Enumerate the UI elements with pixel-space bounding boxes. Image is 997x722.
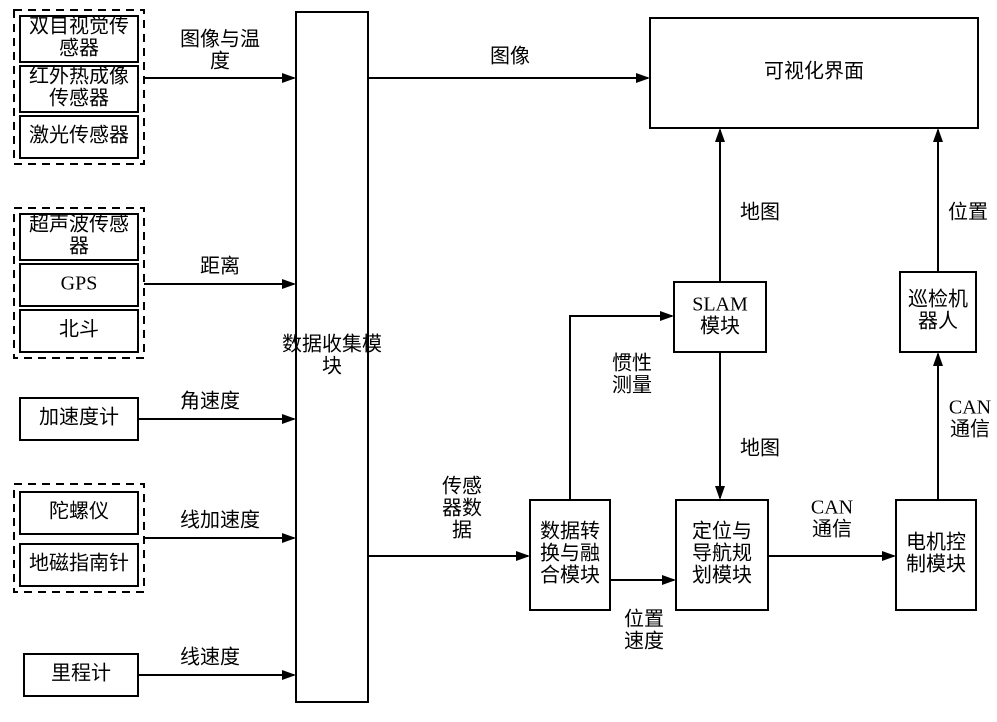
node-vis: 可视化界面: [650, 18, 978, 128]
edge-9: 地图: [720, 130, 780, 282]
svg-text:角速度: 角速度: [180, 390, 240, 413]
edge-5: 图像: [368, 45, 648, 78]
node-s8: 陀螺仪: [20, 492, 138, 534]
node-motor: 电机控制模块: [896, 500, 976, 610]
svg-text:电机控: 电机控: [906, 531, 966, 554]
svg-text:据: 据: [452, 519, 472, 542]
svg-text:线速度: 线速度: [180, 646, 240, 669]
svg-text:位置: 位置: [948, 201, 988, 224]
edge-6: 传感器数据: [368, 475, 528, 556]
node-s4: 超声波传感器: [20, 213, 138, 260]
node-plan: 定位与导航规划模块: [676, 500, 768, 610]
svg-text:GPS: GPS: [61, 273, 98, 295]
svg-text:里程计: 里程计: [51, 662, 111, 685]
svg-text:图像: 图像: [490, 45, 530, 68]
node-s3: 激光传感器: [20, 116, 138, 158]
svg-text:地图: 地图: [740, 201, 780, 224]
svg-text:器数: 器数: [442, 497, 482, 520]
node-s7: 加速度计: [20, 398, 138, 440]
svg-text:感器: 感器: [59, 37, 99, 60]
svg-text:加速度计: 加速度计: [39, 406, 119, 429]
svg-text:合模块: 合模块: [540, 564, 600, 587]
svg-text:度: 度: [210, 50, 230, 73]
edge-1: 距离: [144, 255, 294, 284]
svg-text:器: 器: [69, 236, 89, 258]
svg-text:数据转: 数据转: [540, 520, 600, 543]
svg-text:SLAM: SLAM: [692, 294, 748, 316]
svg-text:制模块: 制模块: [906, 553, 966, 576]
edge-2: 角速度: [138, 390, 294, 419]
node-coll: 数据收集模块: [282, 12, 382, 702]
svg-text:线加速度: 线加速度: [180, 509, 260, 532]
svg-text:传感: 传感: [442, 475, 482, 498]
svg-text:陀螺仪: 陀螺仪: [49, 500, 109, 523]
svg-text:北斗: 北斗: [59, 318, 99, 341]
edge-11: CAN通信: [768, 497, 894, 556]
svg-text:超声波传感: 超声波传感: [29, 213, 129, 236]
node-slam: SLAM模块: [674, 282, 766, 352]
svg-text:地磁指南针: 地磁指南针: [29, 552, 129, 575]
edge-4: 线速度: [138, 646, 294, 675]
svg-text:地图: 地图: [740, 437, 780, 460]
svg-text:换与融: 换与融: [540, 542, 600, 565]
svg-text:通信: 通信: [812, 518, 852, 541]
svg-text:测量: 测量: [612, 374, 652, 397]
svg-text:CAN: CAN: [949, 397, 991, 419]
edge-8: 位置速度: [610, 580, 674, 653]
node-s10: 里程计: [24, 654, 138, 696]
svg-text:图像与温: 图像与温: [180, 28, 260, 51]
svg-text:CAN: CAN: [811, 497, 853, 519]
edge-13: 位置: [938, 130, 988, 272]
svg-text:模块: 模块: [700, 315, 740, 338]
svg-text:速度: 速度: [624, 630, 664, 653]
svg-text:划模块: 划模块: [692, 564, 752, 587]
svg-text:双目视觉传: 双目视觉传: [29, 15, 129, 38]
svg-text:传感器: 传感器: [49, 87, 109, 110]
svg-text:位置: 位置: [624, 608, 664, 631]
node-s6: 北斗: [20, 310, 138, 352]
svg-text:巡检机: 巡检机: [908, 288, 968, 311]
svg-text:激光传感器: 激光传感器: [29, 124, 129, 147]
svg-text:块: 块: [322, 355, 342, 378]
node-conv: 数据转换与融合模块: [530, 500, 610, 610]
node-s2: 红外热成像传感器: [20, 65, 138, 112]
edge-10: 地图: [720, 352, 780, 498]
node-s1: 双目视觉传感器: [20, 15, 138, 62]
svg-text:数据收集模: 数据收集模: [282, 333, 382, 356]
svg-text:导航规: 导航规: [692, 542, 752, 565]
edge-3: 线加速度: [144, 509, 294, 538]
svg-text:定位与: 定位与: [692, 520, 752, 543]
edge-12: CAN通信: [938, 354, 991, 500]
node-s5: GPS: [20, 264, 138, 306]
svg-text:通信: 通信: [950, 418, 990, 441]
svg-text:器人: 器人: [918, 310, 958, 333]
diagram: 双目视觉传感器红外热成像传感器激光传感器超声波传感器GPS北斗加速度计陀螺仪地磁…: [0, 0, 997, 722]
node-s9: 地磁指南针: [20, 544, 138, 586]
svg-text:可视化界面: 可视化界面: [764, 60, 864, 83]
svg-text:红外热成像: 红外热成像: [29, 65, 129, 88]
edge-7: 惯性测量: [570, 316, 672, 500]
svg-text:惯性: 惯性: [612, 352, 652, 375]
node-robot: 巡检机器人: [900, 272, 976, 352]
svg-text:距离: 距离: [200, 255, 240, 278]
edge-0: 图像与温度: [144, 28, 294, 78]
